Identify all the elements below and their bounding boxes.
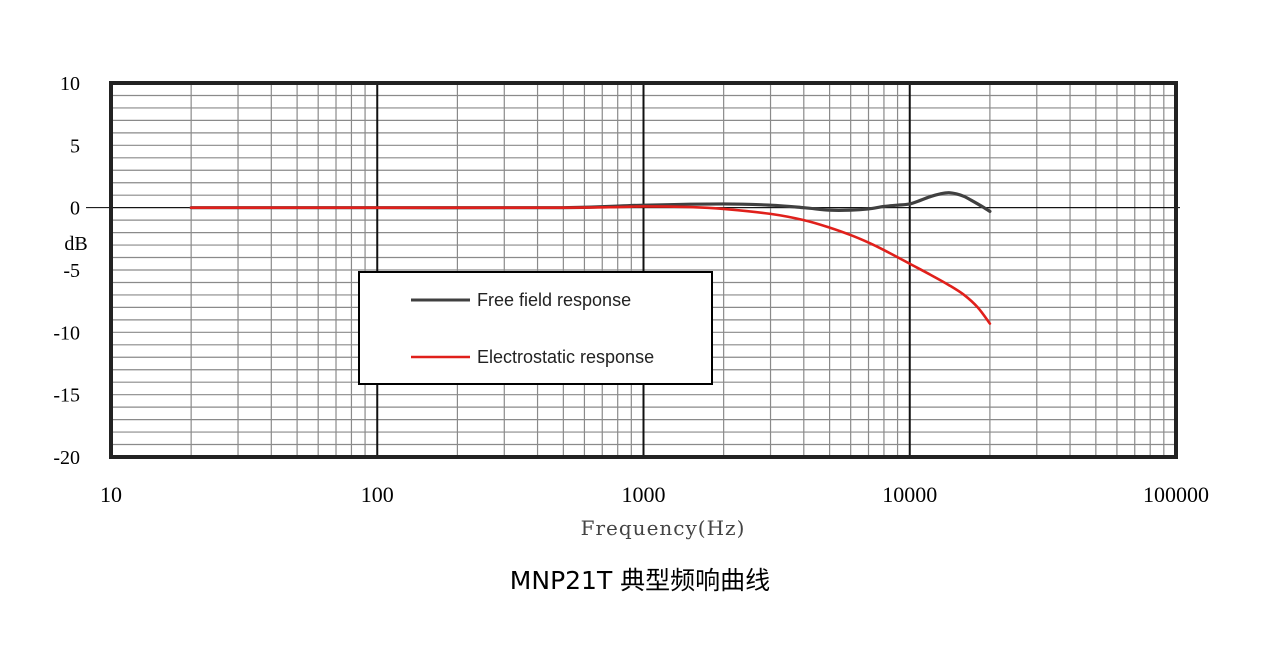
y-axis-label: dB	[64, 233, 87, 255]
legend-label-electrostatic: Electrostatic response	[477, 347, 654, 367]
y-tick-label: -5	[63, 260, 80, 282]
y-tick-label: -15	[53, 385, 80, 407]
y-tick-label: -10	[53, 322, 80, 344]
series-group	[189, 191, 992, 325]
y-tick-label: 10	[60, 73, 80, 95]
x-tick-label: 100000	[1143, 482, 1209, 507]
legend-label-free-field: Free field response	[477, 290, 631, 310]
x-tick-label: 10000	[882, 482, 937, 507]
x-tick-label: 10	[100, 482, 122, 507]
x-tick-label: 1000	[622, 482, 666, 507]
grid	[111, 83, 1176, 457]
x-tick-label: 100	[361, 482, 394, 507]
x-tick-labels: 10 100 1000 10000 100000	[100, 482, 1209, 507]
y-tick-label: -20	[53, 447, 80, 469]
y-tick-labels: 10 5 0 -5 -10 -15 -20	[53, 73, 80, 469]
y-tick-label: 0	[70, 198, 80, 220]
x-axis-label: Frequency(Hz)	[581, 516, 746, 540]
chart-caption: MNP21T 典型频响曲线	[509, 566, 771, 595]
legend: Free field response Electrostatic respon…	[358, 271, 713, 385]
y-tick-label: 5	[70, 135, 80, 157]
legend-box	[358, 271, 713, 385]
series-line-electrostatic	[189, 205, 992, 325]
plot-frame	[109, 81, 1178, 459]
